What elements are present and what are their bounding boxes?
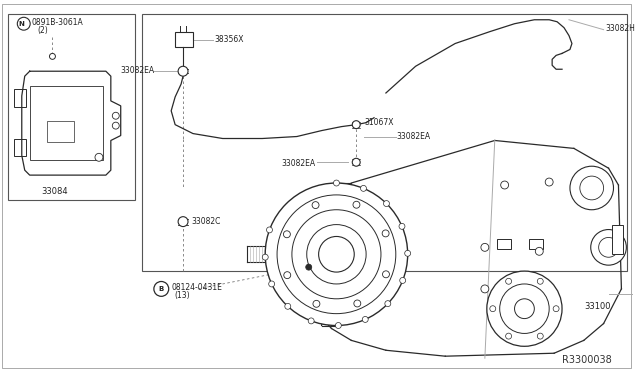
Bar	[611, 225, 623, 254]
Text: (2): (2)	[38, 26, 49, 35]
Text: 33082C: 33082C	[191, 217, 220, 226]
Circle shape	[382, 230, 389, 237]
Text: 33100: 33100	[584, 302, 611, 311]
Circle shape	[362, 317, 368, 323]
Circle shape	[95, 153, 103, 161]
Bar	[14, 138, 26, 156]
Text: 33082EA: 33082EA	[120, 66, 154, 75]
Circle shape	[277, 195, 396, 314]
Circle shape	[515, 299, 534, 318]
Bar	[143, 14, 627, 271]
Circle shape	[262, 254, 268, 260]
Circle shape	[506, 278, 511, 284]
Circle shape	[591, 230, 627, 265]
Circle shape	[400, 278, 406, 283]
Circle shape	[500, 284, 549, 333]
Circle shape	[112, 122, 119, 129]
Circle shape	[307, 225, 366, 284]
Circle shape	[535, 247, 543, 255]
Text: 38356X: 38356X	[215, 35, 244, 44]
Bar	[14, 89, 26, 107]
Circle shape	[312, 202, 319, 209]
Text: 33084: 33084	[41, 187, 68, 196]
Circle shape	[399, 223, 405, 229]
Circle shape	[178, 66, 188, 76]
Circle shape	[545, 178, 553, 186]
Circle shape	[308, 318, 314, 324]
Circle shape	[284, 272, 291, 279]
Circle shape	[292, 210, 381, 299]
Circle shape	[17, 17, 30, 30]
Circle shape	[49, 54, 56, 60]
Text: 33082H: 33082H	[605, 24, 636, 33]
Text: 08124-0431E: 08124-0431E	[171, 283, 222, 292]
Circle shape	[333, 180, 339, 186]
Circle shape	[335, 323, 341, 328]
Circle shape	[154, 282, 169, 296]
Text: 0891B-3061A: 0891B-3061A	[31, 18, 83, 27]
Circle shape	[360, 185, 367, 191]
Circle shape	[598, 237, 618, 257]
Circle shape	[319, 237, 355, 272]
Circle shape	[580, 176, 604, 200]
Circle shape	[269, 281, 275, 287]
Circle shape	[506, 333, 511, 339]
Bar	[29, 86, 103, 160]
Circle shape	[385, 301, 391, 307]
Circle shape	[481, 243, 489, 251]
Circle shape	[284, 231, 291, 238]
Text: (13): (13)	[174, 291, 190, 300]
Circle shape	[313, 300, 320, 307]
Circle shape	[265, 183, 408, 326]
Circle shape	[266, 227, 273, 233]
Text: N: N	[19, 21, 25, 27]
Bar	[175, 32, 193, 48]
Circle shape	[500, 181, 509, 189]
Circle shape	[481, 285, 489, 293]
Bar	[529, 240, 543, 249]
Bar	[8, 14, 134, 200]
Text: 31067X: 31067X	[364, 118, 394, 127]
Circle shape	[553, 306, 559, 312]
Circle shape	[383, 271, 389, 278]
Text: 33082EA: 33082EA	[282, 159, 316, 168]
Circle shape	[570, 166, 614, 210]
Circle shape	[112, 112, 119, 119]
Circle shape	[490, 306, 496, 312]
Bar	[47, 121, 74, 142]
Circle shape	[538, 333, 543, 339]
Circle shape	[383, 201, 389, 206]
Circle shape	[306, 264, 312, 270]
Circle shape	[285, 303, 291, 309]
Circle shape	[354, 300, 361, 307]
Circle shape	[352, 158, 360, 166]
Text: R3300038: R3300038	[562, 355, 612, 365]
Text: B: B	[159, 286, 164, 292]
Circle shape	[404, 250, 411, 256]
Circle shape	[487, 271, 562, 346]
Text: 33082EA: 33082EA	[397, 132, 431, 141]
Circle shape	[352, 121, 360, 129]
Circle shape	[178, 217, 188, 227]
Circle shape	[538, 278, 543, 284]
Bar	[497, 240, 511, 249]
Polygon shape	[22, 71, 121, 175]
Circle shape	[353, 201, 360, 208]
